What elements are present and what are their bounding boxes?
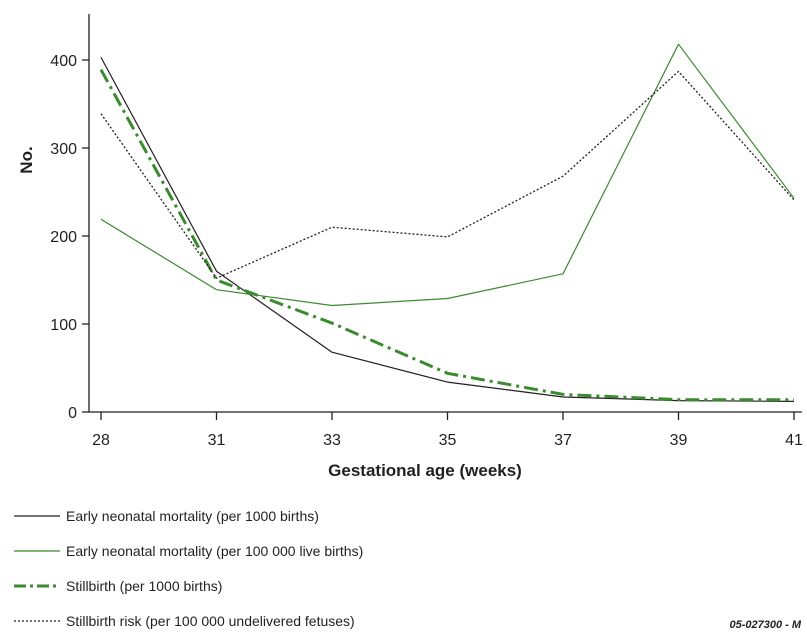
legend-label: Stillbirth risk (per 100 000 undelivered… [66,613,355,629]
legend-label: Stillbirth (per 1000 births) [66,578,223,594]
y-tick-label: 0 [68,405,77,422]
x-tick-label: 37 [554,432,572,449]
y-axis-title: No. [17,146,36,173]
legend-swatch-dashdot-green [14,584,60,588]
x-tick-label: 33 [323,432,341,449]
x-tick-label: 28 [92,432,110,449]
series-line-stillbirth-risk [100,70,795,279]
y-tick-label: 300 [50,141,77,158]
legend-swatch-dotted-black [14,620,60,622]
y-tick-label: 400 [50,53,77,70]
legend-item-stillbirth-risk: Stillbirth risk (per 100 000 undelivered… [14,611,355,631]
legend-item-early-neonatal-100000: Early neonatal mortality (per 100 000 li… [14,541,363,561]
x-tick-label: 39 [670,432,688,449]
x-tick-label: 35 [439,432,457,449]
series-line-early-neonatal-1000 [100,57,795,402]
y-tick-label: 100 [50,317,77,334]
figure-reference-code: 05-027300 - M [729,619,801,631]
legend-swatch-solid-black [14,515,60,517]
series-line-stillbirth [99,68,794,402]
x-axis-title: Gestational age (weeks) [328,461,522,480]
x-tick-label: 41 [785,432,803,449]
legend-item-stillbirth: Stillbirth (per 1000 births) [14,576,222,596]
legend-swatch-solid-green [14,550,60,552]
y-tick-label: 200 [50,229,77,246]
legend-item-early-neonatal-1000: Early neonatal mortality (per 1000 birth… [14,506,319,526]
legend-label: Early neonatal mortality (per 1000 birth… [66,508,319,524]
legend-label: Early neonatal mortality (per 100 000 li… [66,543,364,559]
x-tick-label: 31 [208,432,226,449]
series-layer [99,43,795,402]
axes: 0 100 200 300 400 28 31 33 35 37 39 41 [50,14,803,449]
line-chart: 0 100 200 300 400 28 31 33 35 37 39 41 Gestational … [17,14,803,480]
series-line-early-neonatal-100000 [100,43,795,307]
